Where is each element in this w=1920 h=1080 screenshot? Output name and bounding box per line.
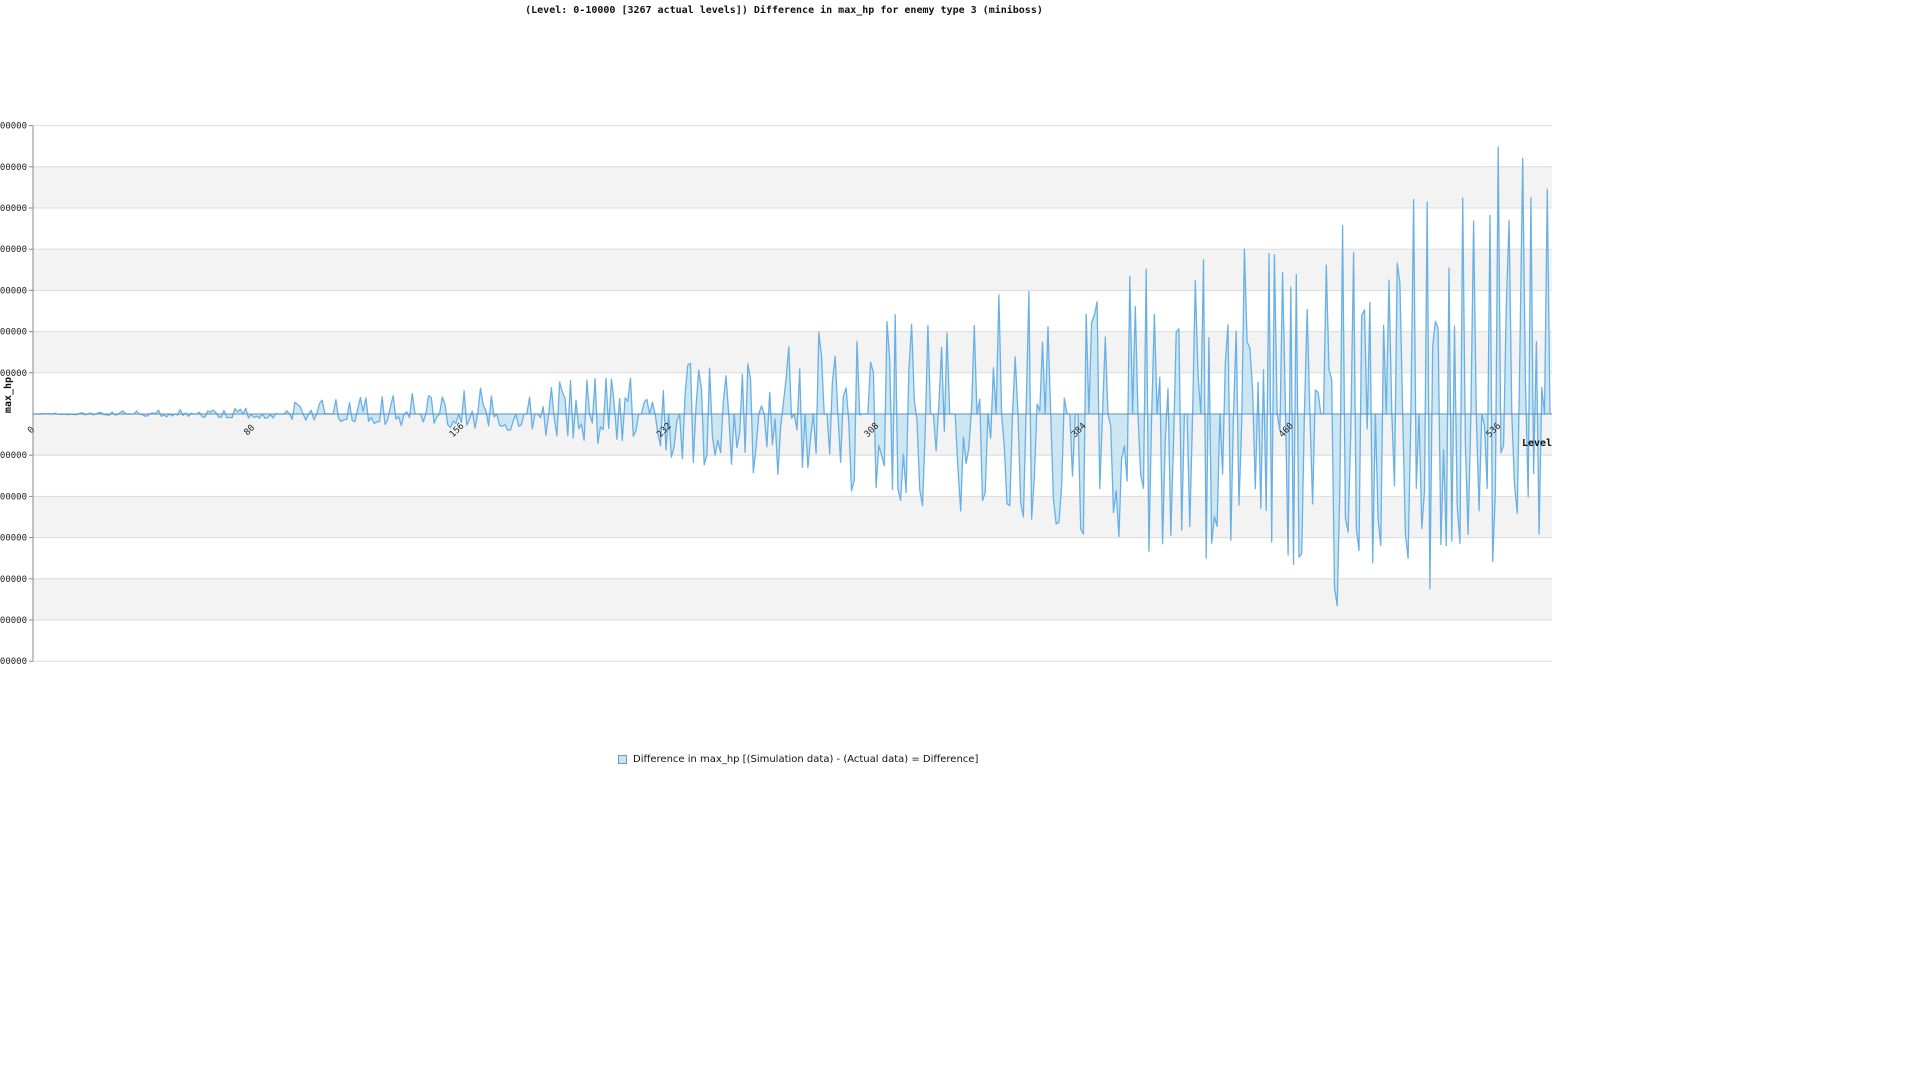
grid-band	[33, 249, 1552, 291]
x-axis-title: Level	[1522, 438, 1552, 449]
legend-label: Difference in max_hp [(Simulation data) …	[633, 754, 979, 765]
y-axis-ticks: 00000 0 0000 00 000 000 00 0000 0 00000 00000 0 0000…	[0, 122, 33, 667]
legend: Difference in max_hp [(Simulation data) …	[618, 754, 978, 765]
grid-band	[33, 578, 1552, 620]
legend-swatch	[618, 755, 627, 764]
series-area	[33, 147, 1550, 606]
grid-band	[33, 496, 1552, 538]
grid-band	[33, 166, 1552, 208]
grid-band	[33, 414, 1552, 456]
x-tick-label: 0	[26, 425, 37, 436]
series-line	[33, 146, 1551, 607]
y-axis-title: max_hp	[3, 377, 14, 413]
chart-title: (Level: 0-10000 [3267 actual levels]) Di…	[525, 5, 1043, 16]
grid-bands	[33, 166, 1552, 620]
grid-band	[33, 331, 1552, 373]
